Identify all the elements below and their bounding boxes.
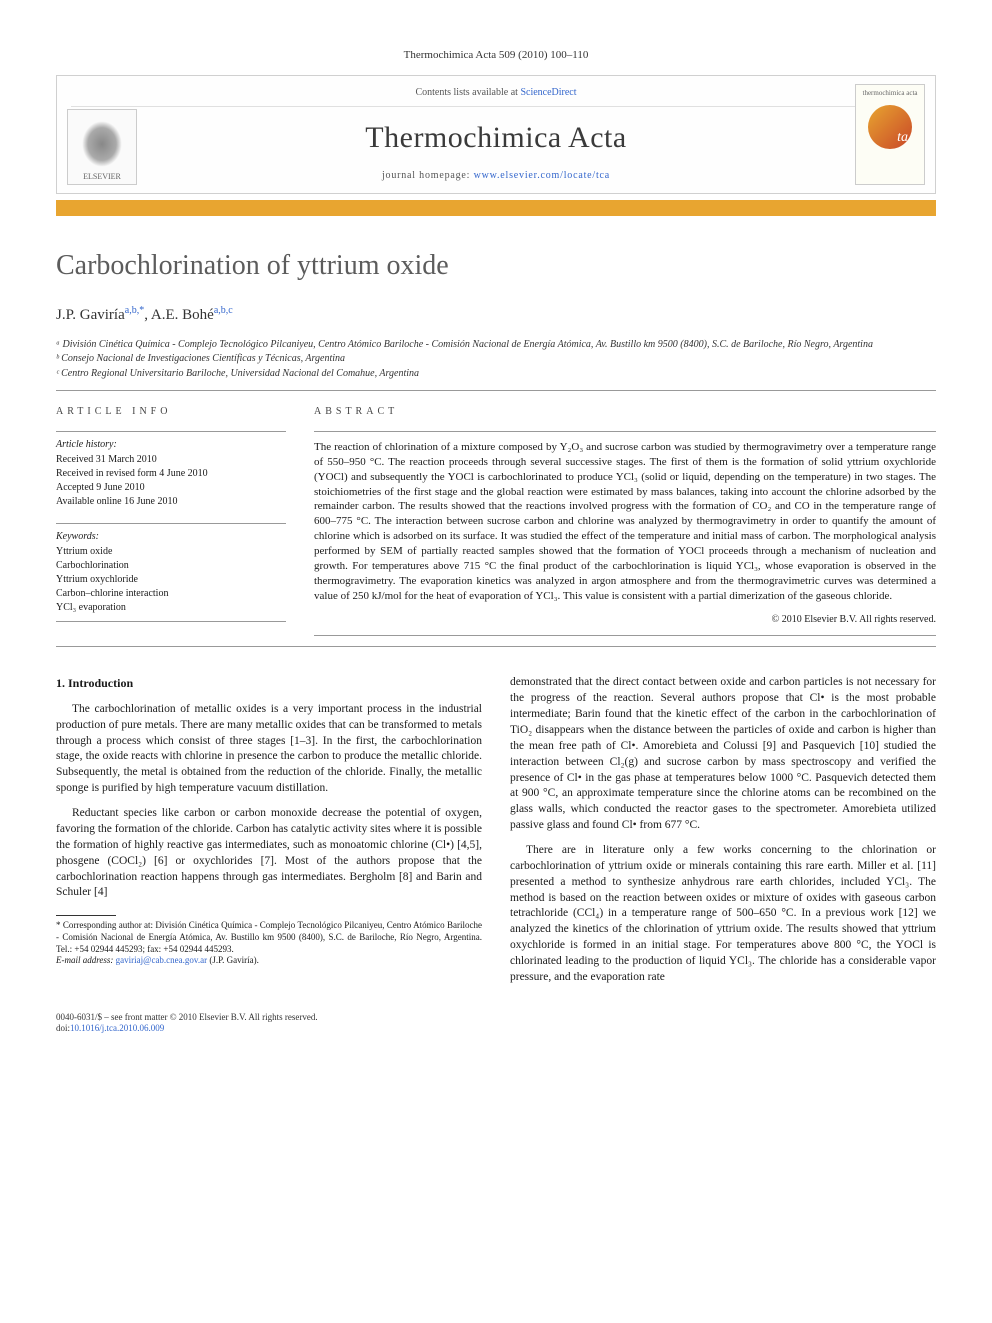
elsevier-tree-icon	[82, 121, 122, 167]
affiliation-b: ᵇ Consejo Nacional de Investigaciones Ci…	[56, 352, 936, 366]
article-info-column: ARTICLE INFO Article history: Received 3…	[56, 405, 286, 636]
history-accepted: Accepted 9 June 2010	[56, 481, 286, 495]
email-pre: E-mail address:	[56, 955, 116, 965]
journal-cover-thumb: thermochimica acta	[855, 84, 925, 185]
history-received: Received 31 March 2010	[56, 453, 286, 467]
journal-masthead: ELSEVIER thermochimica acta Contents lis…	[56, 75, 936, 194]
keywords-head: Keywords:	[56, 530, 286, 544]
paragraph-2: Reductant species like carbon or carbon …	[56, 806, 482, 901]
tca-swoosh-icon	[868, 105, 912, 149]
homepage-pre: journal homepage:	[382, 170, 474, 181]
history-head: Article history:	[56, 438, 286, 452]
elsevier-logo: ELSEVIER	[67, 109, 137, 185]
history-revised: Received in revised form 4 June 2010	[56, 467, 286, 481]
journal-homepage-link[interactable]: www.elsevier.com/locate/tca	[474, 170, 610, 181]
keyword-4: Carbon–chlorine interaction	[56, 587, 286, 601]
author-2-aff: a,b,c	[214, 305, 233, 316]
section-heading-1: 1. Introduction	[56, 675, 482, 692]
footnote-rule	[56, 915, 116, 916]
authors-line: J.P. Gaviríaa,b,*, A.E. Bohéa,b,c	[56, 304, 936, 326]
affiliations: ᵃ División Cinética Química - Complejo T…	[56, 338, 936, 381]
doi-prefix: doi:	[56, 1023, 70, 1033]
accent-bar	[56, 200, 936, 216]
sciencedirect-link[interactable]: ScienceDirect	[520, 87, 576, 98]
keyword-2: Carbochlorination	[56, 559, 286, 573]
elsevier-label: ELSEVIER	[83, 171, 121, 182]
paragraph-1: The carbochlorination of metallic oxides…	[56, 702, 482, 797]
divider	[56, 390, 936, 391]
keyword-3: Yttrium oxychloride	[56, 573, 286, 587]
front-matter-line: 0040-6031/$ – see front matter © 2010 El…	[56, 1012, 936, 1024]
running-header: Thermochimica Acta 509 (2010) 100–110	[56, 48, 936, 63]
body-text: 1. Introduction The carbochlorination of…	[56, 675, 936, 985]
abstract-label: ABSTRACT	[314, 405, 936, 419]
journal-name: Thermochimica Acta	[71, 117, 921, 159]
page-footer: 0040-6031/$ – see front matter © 2010 El…	[56, 1012, 936, 1035]
keyword-5: YCl₃ evaporation	[56, 601, 286, 615]
email-link[interactable]: gaviriaj@cab.cnea.gov.ar	[116, 955, 207, 965]
footnotes: * Corresponding author at: División Ciné…	[56, 920, 482, 967]
history-online: Available online 16 June 2010	[56, 495, 286, 509]
author-1: J.P. Gaviría	[56, 307, 125, 323]
abstract-copyright: © 2010 Elsevier B.V. All rights reserved…	[314, 613, 936, 627]
author-sep: ,	[144, 307, 151, 323]
keyword-1: Yttrium oxide	[56, 545, 286, 559]
author-1-aff: a,b,	[125, 305, 139, 316]
affiliation-c: ᶜ Centro Regional Universitario Bariloch…	[56, 367, 936, 381]
contents-pre: Contents lists available at	[415, 87, 520, 98]
article-title: Carbochlorination of yttrium oxide	[56, 246, 936, 285]
paragraph-3: demonstrated that the direct contact bet…	[510, 675, 936, 834]
author-2: A.E. Bohé	[151, 307, 214, 323]
doi-link[interactable]: 10.1016/j.tca.2010.06.009	[70, 1023, 164, 1033]
affiliation-a: ᵃ División Cinética Química - Complejo T…	[56, 338, 936, 352]
divider-2	[56, 646, 936, 647]
abstract-text: The reaction of chlorination of a mixtur…	[314, 440, 936, 603]
journal-cover-label: thermochimica acta	[863, 89, 918, 99]
paragraph-4: There are in literature only a few works…	[510, 843, 936, 986]
article-info-label: ARTICLE INFO	[56, 405, 286, 419]
email-post: (J.P. Gaviría).	[207, 955, 259, 965]
corresponding-footnote: * Corresponding author at: División Ciné…	[56, 920, 482, 955]
abstract-column: ABSTRACT The reaction of chlorination of…	[314, 405, 936, 636]
